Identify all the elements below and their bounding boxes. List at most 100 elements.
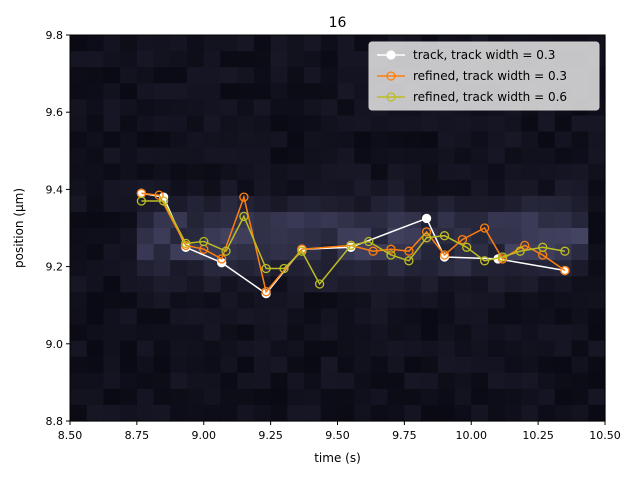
heatmap-cell	[571, 356, 589, 374]
heatmap-cell	[203, 115, 222, 133]
heatmap-cell	[521, 324, 539, 342]
heatmap-cell	[471, 292, 489, 310]
heatmap-cell	[153, 179, 171, 197]
heatmap-cell	[354, 115, 372, 133]
heatmap-cell	[203, 99, 222, 117]
heatmap-cell	[136, 308, 155, 326]
heatmap-cell	[387, 163, 405, 181]
heatmap-cell	[136, 324, 155, 342]
heatmap-cell	[136, 228, 155, 245]
data-point	[279, 263, 289, 274]
heatmap-cell	[153, 244, 171, 261]
heatmap-cell	[86, 211, 105, 229]
heatmap-cell	[220, 67, 238, 84]
heatmap-cell	[187, 404, 205, 422]
heatmap-cell	[320, 115, 339, 133]
heatmap-cell	[404, 195, 422, 213]
heatmap-cell	[571, 404, 589, 422]
heatmap-cell	[136, 388, 155, 406]
heatmap-cell	[304, 35, 322, 52]
data-point	[158, 196, 169, 206]
heatmap-cell	[588, 260, 606, 277]
heatmap-cell	[153, 163, 171, 181]
heatmap-cell	[421, 179, 439, 197]
heatmap-cell	[571, 228, 589, 245]
heatmap-cell	[554, 372, 573, 390]
heatmap-cell	[70, 372, 88, 390]
heatmap-cell	[320, 67, 339, 84]
heatmap-cell	[337, 179, 355, 197]
heatmap-cell	[454, 260, 472, 277]
heatmap-cell	[354, 147, 372, 165]
heatmap-cell	[304, 260, 322, 277]
heatmap-cell	[454, 276, 472, 293]
heatmap-cell	[220, 292, 238, 310]
heatmap-cell	[86, 115, 105, 133]
heatmap-cell	[421, 356, 439, 374]
heatmap-cell	[187, 195, 205, 213]
heatmap-cell	[120, 147, 138, 165]
heatmap-cell	[421, 244, 439, 261]
heatmap-cell	[471, 147, 489, 165]
heatmap-cell	[437, 163, 456, 181]
heatmap-cell	[571, 308, 589, 326]
heatmap-cell	[354, 211, 372, 229]
heatmap-cell	[237, 115, 255, 133]
heatmap-cell	[170, 163, 188, 181]
heatmap-cell	[588, 340, 606, 358]
heatmap-cell	[370, 163, 389, 181]
heatmap-cell	[187, 147, 205, 165]
heatmap-cell	[270, 35, 288, 52]
legend-label: refined, track width = 0.6	[413, 90, 567, 104]
data-point	[386, 244, 396, 254]
heatmap-cell	[504, 404, 523, 422]
heatmap-cell	[504, 147, 523, 165]
heatmap-cell	[120, 388, 138, 406]
heatmap-cell	[454, 163, 472, 181]
heatmap-cell	[421, 115, 439, 133]
heatmap-cell	[237, 308, 255, 326]
heatmap-cell	[136, 211, 155, 229]
heatmap-cell	[588, 388, 606, 406]
heatmap-cell	[70, 179, 88, 197]
heatmap-cell	[471, 276, 489, 293]
heatmap-cell	[170, 83, 188, 100]
heatmap-cell	[370, 356, 389, 374]
heatmap-cell	[270, 131, 288, 149]
heatmap-cell	[337, 51, 355, 68]
heatmap-cell	[153, 115, 171, 133]
data-point	[421, 213, 432, 224]
heatmap-cell	[170, 388, 188, 406]
heatmap-cell	[437, 260, 456, 277]
heatmap-cell	[86, 147, 105, 165]
heatmap-cell	[170, 131, 188, 149]
heatmap-cell	[170, 372, 188, 390]
heatmap-cell	[337, 388, 355, 406]
heatmap-cell	[120, 404, 138, 422]
data-point	[560, 265, 570, 276]
heatmap-cell	[253, 131, 272, 149]
heatmap-cell	[103, 163, 121, 181]
heatmap-cell	[136, 35, 155, 52]
data-point	[497, 252, 508, 262]
heatmap-cell	[270, 147, 288, 165]
heatmap-cell	[504, 179, 523, 197]
heatmap-cell	[521, 292, 539, 310]
series-layer	[136, 188, 570, 299]
heatmap-cell	[471, 388, 489, 406]
heatmap-cell	[437, 388, 456, 406]
heatmap-cell	[437, 147, 456, 165]
heatmap-cell	[588, 179, 606, 197]
heatmap-cell	[153, 308, 171, 326]
heatmap-cell	[253, 195, 272, 213]
heatmap-cell	[554, 308, 573, 326]
heatmap-cell	[471, 356, 489, 374]
heatmap-cell	[421, 308, 439, 326]
heatmap-cell	[538, 276, 556, 293]
heatmap-cell	[103, 131, 121, 149]
heatmap-cell	[170, 324, 188, 342]
y-axis: 8.8 9.0 9.2 9.4 9.6 9.8	[46, 29, 70, 428]
heatmap-cell	[287, 195, 305, 213]
heatmap-cell	[387, 308, 405, 326]
heatmap-cell	[454, 404, 472, 422]
